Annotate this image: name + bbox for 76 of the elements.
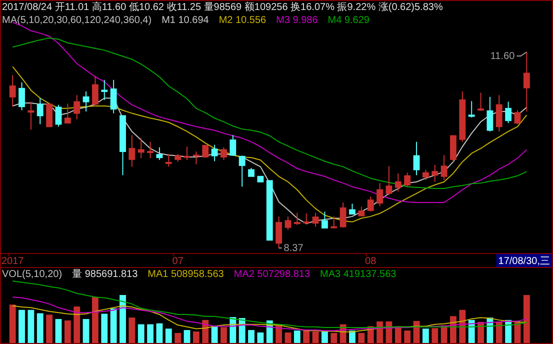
candlestick <box>230 134 236 156</box>
bar <box>312 331 319 343</box>
bar <box>321 331 328 343</box>
chart-subtitle: VOL(5,10,20) <box>2 269 62 280</box>
bar <box>92 296 98 343</box>
bar <box>36 313 44 343</box>
candlestick <box>74 94 80 120</box>
bar <box>394 326 402 343</box>
annotation: 11.60 <box>490 51 516 62</box>
bar <box>257 332 264 343</box>
text: M4 9.629 <box>328 15 370 26</box>
bar <box>376 321 384 343</box>
bar <box>248 330 254 343</box>
bar <box>18 310 25 343</box>
bar <box>82 319 90 343</box>
x-tick-label: 08 <box>365 256 377 267</box>
candlestick <box>82 90 90 112</box>
bar <box>294 330 300 343</box>
bar <box>303 330 310 343</box>
text: MA2 507298.813 <box>234 269 310 280</box>
bar <box>46 314 53 343</box>
candlestick <box>36 98 44 125</box>
x-tick-label: 07 <box>172 256 184 267</box>
bar <box>349 330 356 343</box>
text: M3 9.986 <box>276 15 318 26</box>
bar <box>220 327 227 343</box>
bar <box>147 324 154 343</box>
bar <box>28 310 34 343</box>
bar <box>459 310 466 343</box>
text: MA1 508958.563 <box>148 269 224 280</box>
bar <box>128 318 136 343</box>
bar <box>284 332 292 343</box>
text: MA3 419137.563 <box>320 269 397 280</box>
bar <box>211 326 218 343</box>
bar <box>523 295 530 343</box>
text: M1 10.694 <box>162 15 210 26</box>
bar <box>64 320 71 343</box>
bar <box>440 325 448 343</box>
bar <box>138 324 144 343</box>
chart-title: 2017/08/24 开11.01 高11.60 低10.62 收11.25 量98569 额109256 换16.07% 振9.22% 涨(0.62)5.83% <box>2 1 443 13</box>
bar <box>184 330 190 343</box>
x-tick-label: 2017 <box>1 256 24 267</box>
candlestick <box>110 79 117 114</box>
bar <box>101 314 108 343</box>
candlestick <box>523 52 530 112</box>
bar <box>358 332 365 343</box>
bar <box>404 330 411 343</box>
annotation: 8.37 <box>284 243 304 254</box>
bar <box>192 331 200 343</box>
bar <box>110 308 117 343</box>
series-label: 量 985691.813 <box>72 269 138 280</box>
bar <box>74 306 80 343</box>
text: 17/08/30,三 <box>498 256 550 267</box>
bar <box>432 328 438 343</box>
bar <box>120 295 126 343</box>
bar <box>55 319 62 343</box>
bar <box>9 304 16 343</box>
candlestick <box>496 94 502 132</box>
text: M2 10.556 <box>218 15 267 26</box>
bar <box>202 320 209 343</box>
candlestick <box>101 79 108 100</box>
candlestick <box>138 138 144 159</box>
candlestick <box>9 74 16 108</box>
bar <box>422 328 429 343</box>
bar <box>276 325 282 343</box>
bar <box>496 322 502 343</box>
bar <box>330 332 338 343</box>
bar <box>165 328 172 343</box>
chart-subtitle: MA(5,10,20,30,60,120,240,360,4) <box>2 15 152 26</box>
bar <box>174 332 182 343</box>
bar <box>468 320 475 343</box>
candlestick <box>28 101 34 130</box>
bar <box>156 323 163 343</box>
candlestick <box>18 82 25 111</box>
candlestick <box>128 134 136 168</box>
candlestick <box>413 141 420 176</box>
